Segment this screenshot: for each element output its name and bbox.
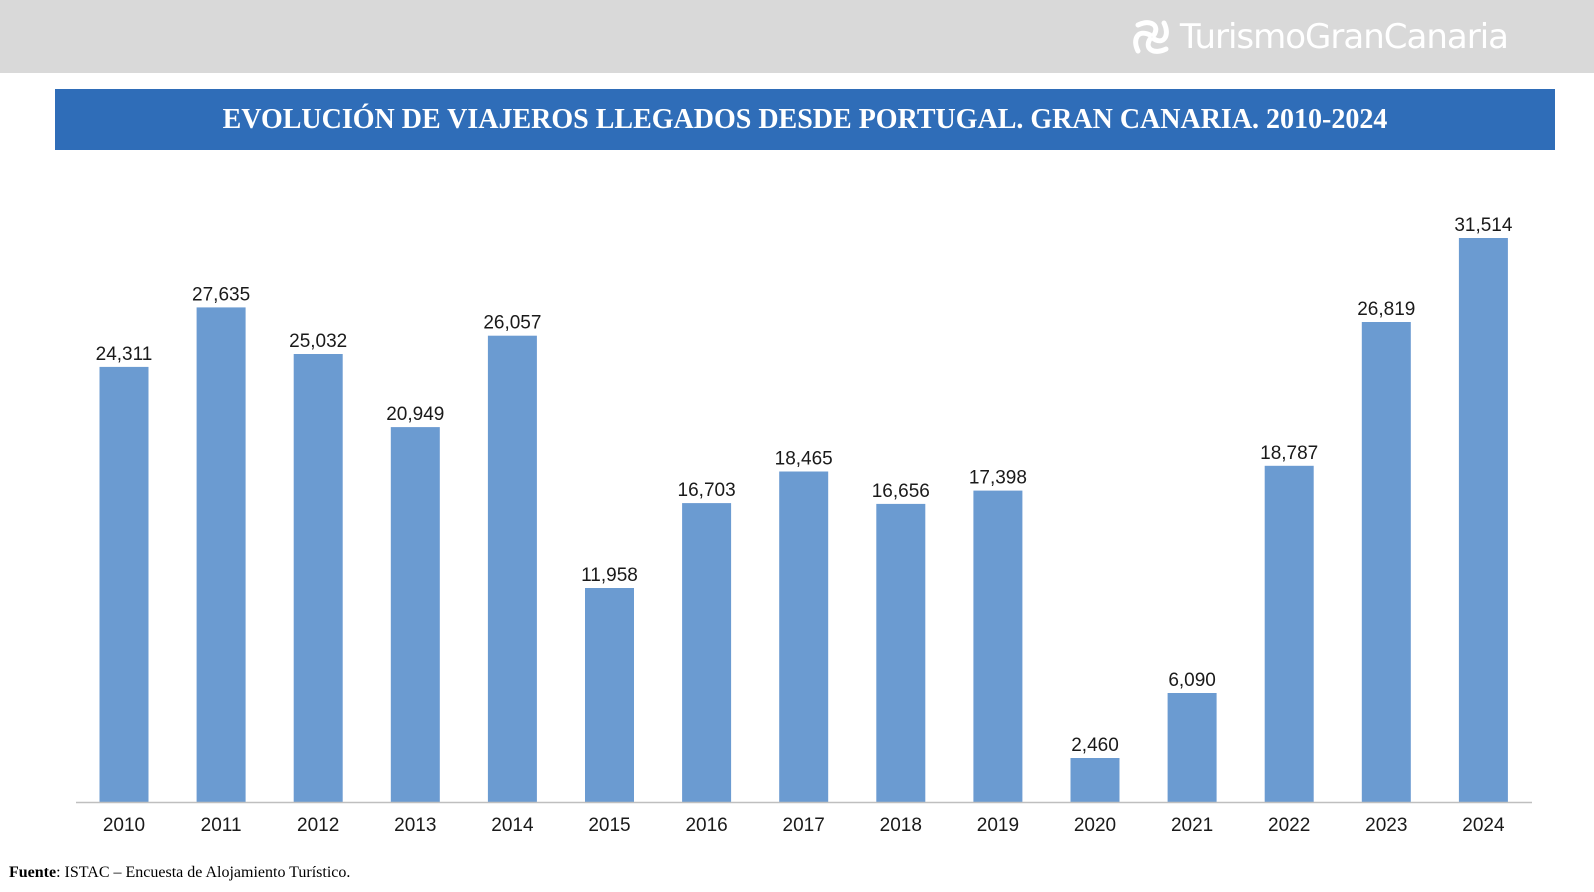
bar-2019	[973, 490, 1023, 802]
bar-2016	[682, 503, 732, 802]
x-tick-label-2024: 2024	[1462, 815, 1505, 836]
x-tick-label-2015: 2015	[588, 815, 630, 836]
data-label-2023: 26,819	[1357, 299, 1415, 320]
data-label-2010: 24,311	[96, 344, 153, 365]
bar-2018	[876, 503, 926, 802]
x-tick-label-2010: 2010	[103, 815, 145, 836]
x-tick-label-2014: 2014	[491, 815, 534, 836]
bar-2022	[1264, 465, 1314, 802]
bar-2020	[1070, 758, 1120, 802]
data-label-2021: 6,090	[1168, 670, 1216, 691]
brand-name: TurismoGranCanaria	[1179, 17, 1509, 57]
x-tick-label-2012: 2012	[297, 815, 339, 836]
x-tick-label-2022: 2022	[1268, 815, 1310, 836]
bar-2015	[585, 588, 634, 802]
bar-2013	[390, 427, 440, 802]
x-tick-label-2020: 2020	[1074, 815, 1116, 836]
data-label-2017: 18,465	[775, 449, 833, 470]
bar-2011	[196, 307, 246, 802]
x-tick-label-2018: 2018	[880, 815, 922, 836]
bar-2024	[1458, 238, 1508, 802]
data-label-2018: 16,656	[872, 481, 930, 502]
bar-2017	[779, 471, 829, 802]
data-label-2011: 27,635	[192, 284, 250, 305]
data-label-2022: 18,787	[1260, 443, 1318, 464]
header-bar: TurismoGranCanaria	[0, 0, 1594, 73]
bar-2014	[487, 335, 537, 802]
x-tick-label-2013: 2013	[394, 815, 436, 836]
data-label-2020: 2,460	[1071, 735, 1119, 756]
data-label-2015: 11,958	[581, 565, 638, 586]
source-label: Fuente	[9, 864, 57, 881]
x-tick-label-2023: 2023	[1365, 815, 1407, 836]
bar-2010	[99, 366, 149, 802]
data-label-2012: 25,032	[289, 331, 347, 352]
x-tick-label-2021: 2021	[1171, 815, 1213, 836]
x-tick-label-2017: 2017	[783, 815, 825, 836]
data-label-2016: 16,703	[678, 480, 736, 501]
x-tick-label-2016: 2016	[685, 815, 727, 836]
bar-2021	[1167, 693, 1217, 802]
brand-logo: TurismoGranCanaria	[1130, 14, 1509, 60]
data-label-2024: 31,514	[1454, 215, 1513, 236]
source-text: : ISTAC – Encuesta de Alojamiento Turíst…	[56, 864, 351, 881]
x-tick-label-2011: 2011	[201, 815, 242, 836]
data-label-2014: 26,057	[483, 313, 541, 334]
source-note: Fuente: ISTAC – Encuesta de Alojamiento …	[9, 864, 350, 882]
turismo-gran-canaria-logo-icon	[1133, 20, 1169, 54]
x-tick-label-2019: 2019	[977, 815, 1019, 836]
chart-title: EVOLUCIÓN DE VIAJEROS LLEGADOS DESDE POR…	[222, 103, 1388, 135]
data-label-2013: 20,949	[386, 404, 444, 425]
data-label-2019: 17,398	[969, 468, 1027, 489]
bar-2023	[1361, 322, 1411, 802]
bar-2012	[293, 354, 343, 802]
title-band: EVOLUCIÓN DE VIAJEROS LLEGADOS DESDE POR…	[55, 89, 1555, 150]
